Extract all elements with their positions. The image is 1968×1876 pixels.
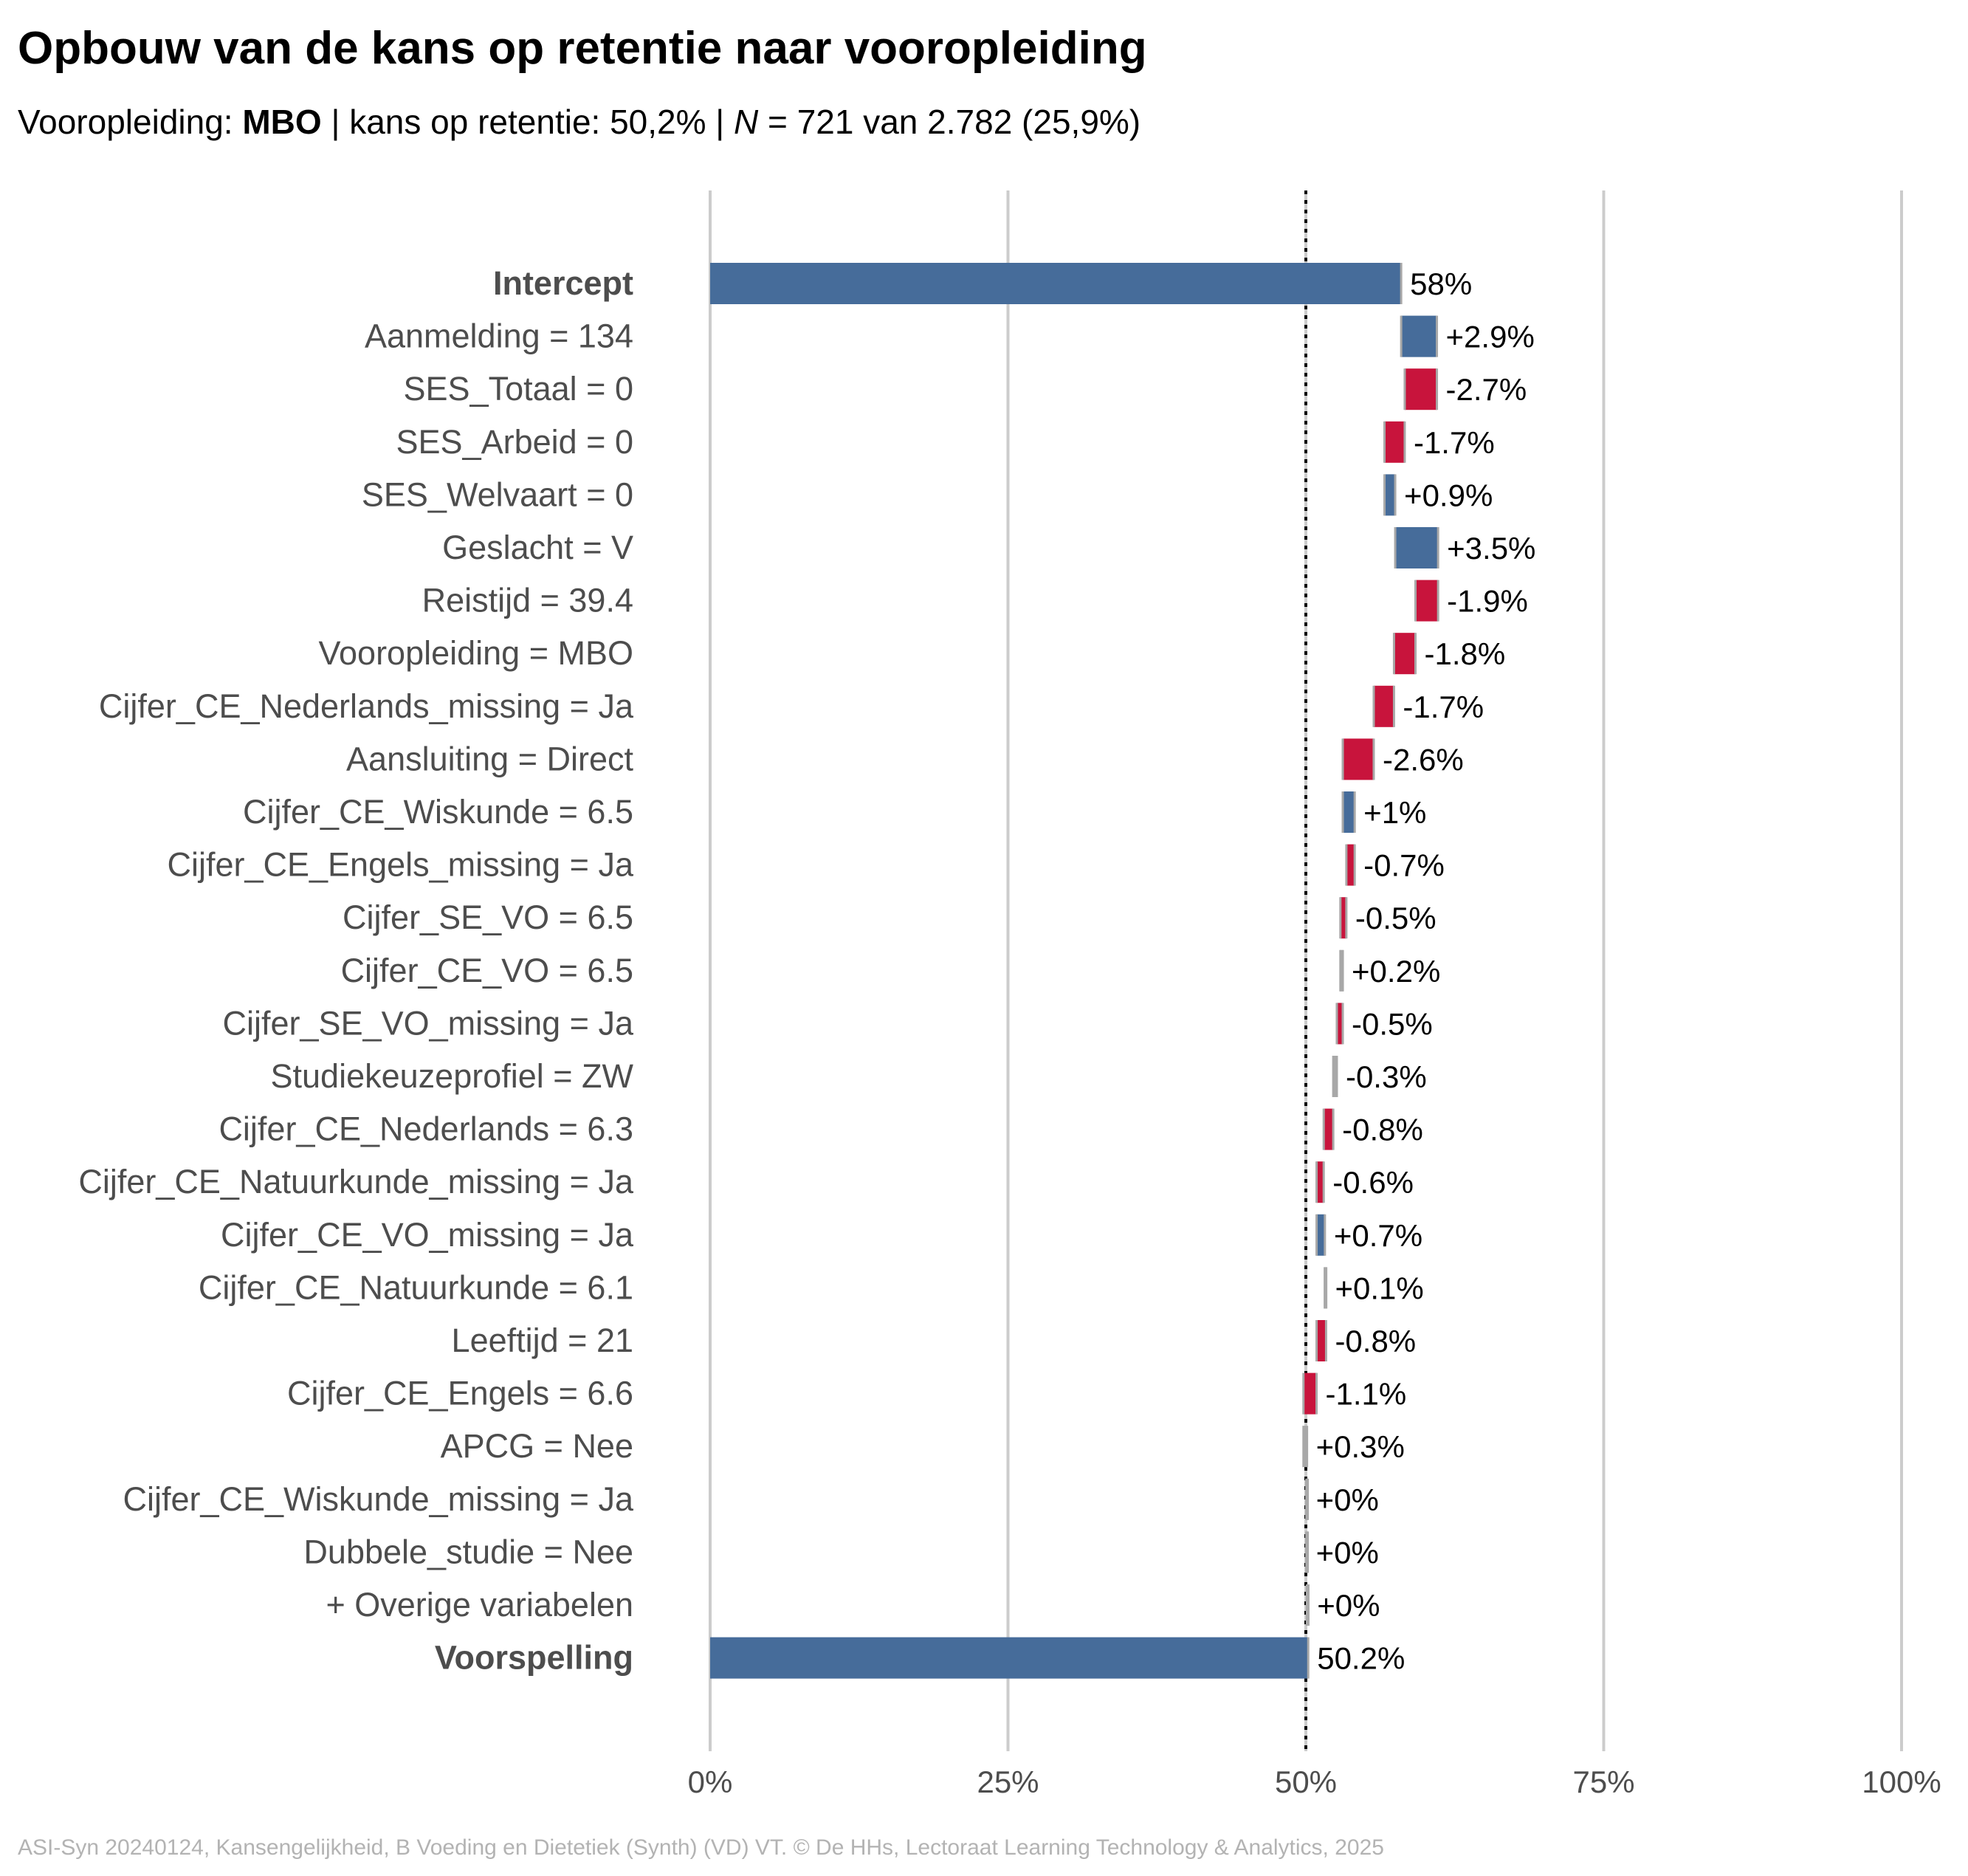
- category-label: Cijfer_SE_VO = 6.5: [343, 899, 633, 936]
- chart-title: Opbouw van de kans op retentie naar voor…: [18, 23, 1147, 74]
- x-tick-label: 0%: [688, 1765, 733, 1799]
- value-label: +3.5%: [1447, 531, 1535, 566]
- bar: [710, 1637, 1309, 1679]
- chart-subtitle: Vooropleiding: MBO | kans op retentie: 5…: [18, 102, 1140, 142]
- category-label: Intercept: [493, 264, 633, 302]
- value-label: +1%: [1363, 795, 1426, 830]
- category-label: Cijfer_CE_Natuurkunde = 6.1: [199, 1268, 633, 1306]
- bar: [1395, 527, 1439, 568]
- bar: [1415, 580, 1439, 622]
- bar: [1404, 368, 1437, 410]
- bar: [710, 263, 1402, 304]
- bar: [1316, 1161, 1324, 1203]
- category-label: Cijfer_CE_Nederlands_missing = Ja: [99, 687, 634, 725]
- subtitle-part3: = 721 van 2.782 (25,9%): [758, 103, 1141, 141]
- bar: [1401, 315, 1437, 357]
- bar: [1340, 897, 1346, 939]
- value-label: +0.1%: [1335, 1271, 1423, 1305]
- bar: [1384, 474, 1396, 516]
- bar: [1303, 1372, 1317, 1415]
- category-label: Cijfer_CE_Natuurkunde_missing = Ja: [78, 1163, 634, 1200]
- category-label: Studiekeuzeprofiel = ZW: [271, 1057, 634, 1095]
- category-label: Cijfer_CE_Wiskunde = 6.5: [243, 793, 633, 831]
- category-labels: Intercept Aanmelding = 134 SES_Totaal = 0 S…: [78, 264, 634, 1677]
- value-label: -1.9%: [1447, 584, 1528, 619]
- value-label: 58%: [1410, 267, 1472, 301]
- bar: [1373, 685, 1394, 727]
- category-label: Cijfer_SE_VO_missing = Ja: [223, 1004, 634, 1042]
- x-tick-label: 25%: [977, 1765, 1039, 1799]
- bar: [1343, 791, 1355, 833]
- category-label: Cijfer_CE_Nederlands = 6.3: [219, 1110, 633, 1148]
- category-label: SES_Welvaart = 0: [362, 475, 633, 513]
- category-label: Voorspelling: [435, 1639, 633, 1677]
- subtitle-group: MBO: [242, 103, 322, 141]
- value-label: +0.7%: [1334, 1218, 1422, 1253]
- x-axis-ticks: 0% 25% 50% 75% 100%: [688, 1765, 1941, 1799]
- category-label: Leeftijd = 21: [452, 1322, 633, 1359]
- category-label: SES_Totaal = 0: [404, 370, 633, 408]
- value-label: -1.7%: [1414, 425, 1495, 460]
- category-label: Cijfer_CE_Engels = 6.6: [287, 1375, 633, 1412]
- category-label: APCG = Nee: [441, 1427, 633, 1465]
- category-label: Reistijd = 39.4: [422, 582, 633, 619]
- source-caption: ASI-Syn 20240124, Kansengelijkheid, B Vo…: [18, 1835, 1384, 1860]
- subtitle-n-symbol: N: [734, 103, 759, 141]
- subtitle-part2: | kans op retentie: 50,2% |: [321, 103, 734, 141]
- x-tick-label: 50%: [1275, 1765, 1337, 1799]
- value-label: +0%: [1316, 1482, 1379, 1517]
- bar: [1394, 633, 1416, 675]
- category-label: Cijfer_CE_Engels_missing = Ja: [167, 846, 634, 884]
- category-label: SES_Arbeid = 0: [396, 423, 633, 461]
- category-label: Cijfer_CE_VO = 6.5: [341, 952, 633, 989]
- value-label: +0.3%: [1316, 1429, 1405, 1464]
- bar: [1346, 844, 1355, 886]
- value-label: -0.5%: [1352, 1006, 1433, 1041]
- bars: [710, 263, 1439, 1679]
- value-label: -2.7%: [1446, 372, 1527, 407]
- value-label: -0.3%: [1346, 1059, 1427, 1094]
- value-label: +0.9%: [1404, 478, 1493, 512]
- bar: [1316, 1214, 1325, 1256]
- value-label: -0.7%: [1363, 848, 1445, 883]
- x-tick-label: 75%: [1572, 1765, 1634, 1799]
- value-label: +2.9%: [1446, 320, 1535, 354]
- bar: [1336, 1003, 1343, 1045]
- bar: [1333, 1056, 1338, 1097]
- bar: [1303, 1426, 1307, 1468]
- value-label: -1.7%: [1403, 690, 1484, 724]
- category-label: Aansluiting = Direct: [346, 740, 633, 777]
- value-label: -1.8%: [1424, 636, 1505, 671]
- value-label: +0%: [1317, 1588, 1380, 1623]
- bar: [1384, 421, 1405, 463]
- value-label: -0.6%: [1332, 1165, 1414, 1200]
- category-label: Cijfer_CE_Wiskunde_missing = Ja: [123, 1480, 633, 1518]
- x-tick-label: 100%: [1862, 1765, 1941, 1799]
- bar: [1343, 738, 1374, 780]
- value-label: -0.5%: [1355, 901, 1437, 935]
- value-label: +0%: [1316, 1535, 1379, 1570]
- subtitle-prefix: Vooropleiding:: [18, 103, 243, 141]
- category-label: Geslacht = V: [442, 529, 633, 566]
- category-label: Dubbele_studie = Nee: [303, 1533, 633, 1570]
- bar: [1324, 1108, 1334, 1150]
- bar: [1339, 949, 1343, 992]
- value-label: 50.2%: [1317, 1641, 1405, 1676]
- category-label: Cijfer_CE_VO_missing = Ja: [221, 1216, 634, 1254]
- category-label: Vooropleiding = MBO: [318, 634, 633, 672]
- value-label: -0.8%: [1335, 1324, 1416, 1358]
- value-label: +0.2%: [1352, 954, 1440, 989]
- value-label: -2.6%: [1383, 742, 1464, 777]
- value-labels: 58% +2.9% -2.7% -1.7% +0.9% +3.5% -1.9% -1.8% -1…: [1316, 267, 1536, 1676]
- category-label: + Overige variabelen: [326, 1586, 634, 1624]
- value-label: -1.1%: [1326, 1377, 1407, 1412]
- category-label: Aanmelding = 134: [365, 317, 633, 355]
- value-label: -0.8%: [1342, 1113, 1423, 1147]
- bar: [1316, 1320, 1327, 1361]
